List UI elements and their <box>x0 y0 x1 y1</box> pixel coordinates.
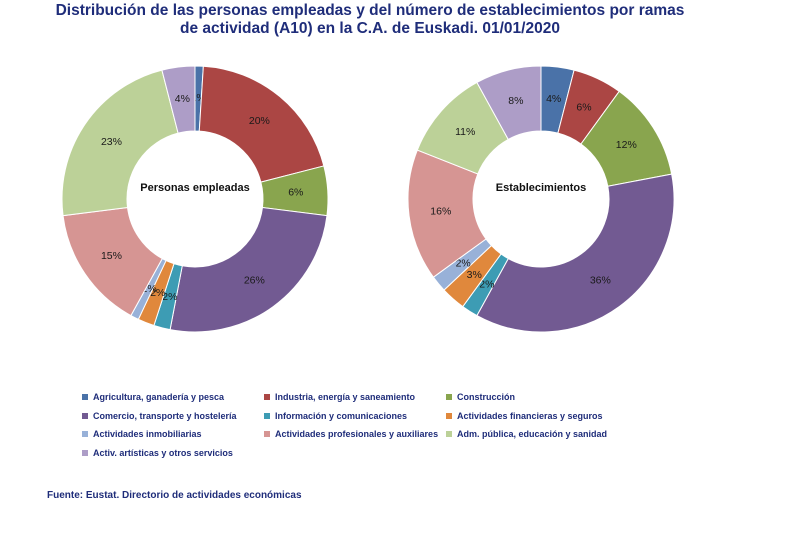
legend-item-8: Actividades profesionales y auxiliares <box>264 429 446 439</box>
legend-item-2: Industria, energía y saneamiento <box>264 392 446 402</box>
legend-swatch <box>82 431 88 437</box>
chart-title-line-2: de actividad (A10) en la C.A. de Euskadi… <box>180 20 560 37</box>
data-label-empleadas-5: 2% <box>162 291 177 303</box>
legend-item-6: Actividades financieras y seguros <box>446 411 628 421</box>
data-label-establecimientos-5: 2% <box>479 278 494 290</box>
legend-swatch <box>264 431 270 437</box>
data-label-empleadas-3: 6% <box>288 187 303 199</box>
doughnut-establecimientos: 4% 6% 12% 36% 2%3%2% 16% 11% 8% Establecimientos <box>407 65 675 333</box>
data-label-establecimientos-6: 3% <box>467 269 482 281</box>
data-label-empleadas-4: 26% <box>244 275 265 287</box>
data-label-empleadas-2: 20% <box>249 115 270 127</box>
chart-title-line-1: Distribución de las personas empleadas y… <box>55 2 685 19</box>
data-label-establecimientos-8: 16% <box>430 206 451 218</box>
data-label-establecimientos-10: 8% <box>508 95 523 107</box>
legend-swatch <box>446 394 452 400</box>
data-label-establecimientos-4: 36% <box>590 275 611 287</box>
legend-label: Adm. pública, educación y sanidad <box>457 429 608 439</box>
legend-item-10: Activ. artísticas y otros servicios <box>82 448 264 458</box>
legend-label: Agricultura, ganadería y pesca <box>93 392 225 402</box>
chart-title: Distribución de las personas empleadas y… <box>0 2 740 38</box>
legend-item-4: Comercio, transporte y hostelería <box>82 411 264 421</box>
data-label-establecimientos-2: 6% <box>576 102 591 114</box>
legend-swatch <box>446 412 452 419</box>
data-label-establecimientos-7: 2% <box>456 257 471 269</box>
slice-establecimientos-10 <box>476 65 542 141</box>
slice-establecimientos-4 <box>476 173 675 333</box>
center-label-empleadas: Personas empleadas <box>140 182 249 194</box>
slice-empleadas-4 <box>169 206 328 333</box>
legend-swatch <box>446 431 452 437</box>
legend-label: Construcción <box>457 392 516 402</box>
legend-label: Actividades profesionales y auxiliares <box>275 429 439 439</box>
data-label-empleadas-9: 23% <box>101 136 122 148</box>
slice-empleadas-2 <box>198 65 325 183</box>
doughnut-empleadas: 1%20%6%26%2%2%1%15%23%4%Personas emplead… <box>61 65 329 333</box>
center-label-establecimientos: Establecimientos <box>496 182 586 194</box>
legend: Agricultura, ganadería y pesca Industria,… <box>82 392 642 458</box>
legend-swatch <box>82 412 88 419</box>
data-label-establecimientos-9: 11% <box>455 126 475 138</box>
slice-empleadas-9 <box>61 69 179 217</box>
legend-item-1: Agricultura, ganadería y pesca <box>82 392 264 402</box>
legend-label: Información y comunicaciones <box>275 410 408 421</box>
legend-swatch <box>264 394 270 400</box>
legend-label: Activ. artísticas y otros servicios <box>93 447 233 458</box>
legend-label: Comercio, transporte y hostelería <box>93 410 237 421</box>
data-label-empleadas-10: 4% <box>175 93 190 105</box>
data-label-empleadas-6: 2% <box>150 287 165 299</box>
data-label-establecimientos-3: 12% <box>616 139 637 151</box>
legend-swatch <box>264 412 270 419</box>
data-label-empleadas-8: 15% <box>101 250 122 262</box>
legend-swatch <box>82 449 88 456</box>
legend-swatch <box>82 394 88 400</box>
legend-label: Actividades inmobiliarias <box>93 429 202 439</box>
data-label-establecimientos-1: 4% <box>546 93 561 105</box>
legend-label: Industria, energía y saneamiento <box>275 392 416 402</box>
legend-item-7: Actividades inmobiliarias <box>82 429 264 439</box>
slice-empleadas-10 <box>161 65 196 134</box>
legend-item-5: Información y comunicaciones <box>264 411 446 421</box>
legend-item-9: Adm. pública, educación y sanidad <box>446 429 628 439</box>
doughnut-charts: 1%20%6%26%2%2%1%15%23%4%Personas emplead… <box>61 65 675 333</box>
legend-label: Actividades financieras y seguros <box>457 410 603 421</box>
source-note: Fuente: Eustat. Directorio de actividade… <box>47 490 302 501</box>
legend-item-3: Construcción <box>446 392 628 402</box>
